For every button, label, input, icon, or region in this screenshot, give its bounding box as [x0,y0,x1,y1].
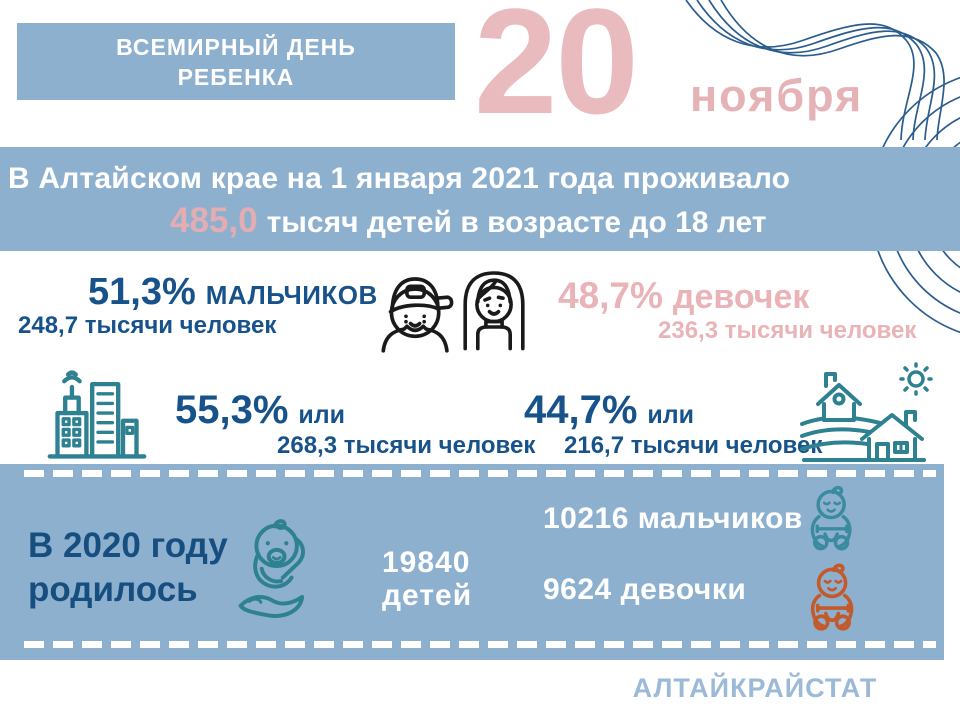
poster-title-line2: РЕБЕНКА [177,63,295,90]
title-banner: ВСЕМИРНЫЙ ДЕНЬ РЕБЕНКА [17,23,455,100]
rural-or: или [647,401,695,429]
urban-percent: 55,3% [175,388,289,432]
banner-line1: В Алтайском крае на 1 января 2021 года п… [8,162,791,195]
population-banner: В Алтайском крае на 1 января 2021 года п… [0,147,960,251]
organization-name: АЛТАЙКРАЙСТАТ [632,673,878,703]
baby-boy-icon [806,482,858,560]
girls-share: 48,7% девочек [558,275,809,317]
sun-icon [899,362,933,396]
girl-icon [458,262,530,356]
date-month: ноября [690,70,864,121]
date-day: 20 [474,0,639,145]
girls-count: 236,3 тысячи человек [658,317,917,344]
rural-count: 216,7 тысячи человек [564,432,823,459]
births-2020-section [0,464,944,660]
births-intro: В 2020 году родилось [28,524,228,612]
rural-percent: 44,7% [524,388,638,432]
births-girls-count: 9624 девочки [543,573,747,606]
urban-or: или [298,401,346,429]
urban-share: 55,3% или [175,388,345,433]
boys-percent: 51,3% [88,271,196,313]
city-buildings-icon [44,364,150,464]
urban-count: 268,3 тысячи человек [277,432,536,459]
dashed-divider-top [24,470,936,477]
births-intro-line2: родилось [28,570,198,609]
dashed-divider-bottom [24,641,936,648]
girls-label: девочек [672,278,810,316]
births-total-unit: детей [382,579,473,612]
girls-percent: 48,7% [558,275,663,316]
boys-share: 51,3% мальчиков [88,271,378,314]
boys-count: 248,7 тысячи человек [18,312,277,339]
boys-label: мальчиков [205,280,378,310]
poster-title-line1: ВСЕМИРНЫЙ ДЕНЬ [116,33,356,60]
banner-line2-rest: тысяч детей в возрасте до 18 лет [266,206,767,239]
banner-line2: 485,0 тысяч детей в возрасте до 18 лет [170,201,960,243]
births-boys-count: 10216 мальчиков [543,502,803,535]
newborn-in-hand-icon [230,512,318,622]
rural-share: 44,7% или [524,388,694,433]
children-total-value: 485,0 [170,201,258,240]
village-houses-sun-icon [796,362,938,465]
births-total-number: 19840 [382,546,471,579]
births-intro-line1: В 2020 году [28,526,228,565]
births-total: 19840 детей [382,546,472,612]
boy-with-cap-icon [376,261,456,357]
baby-girl-icon [806,560,860,640]
